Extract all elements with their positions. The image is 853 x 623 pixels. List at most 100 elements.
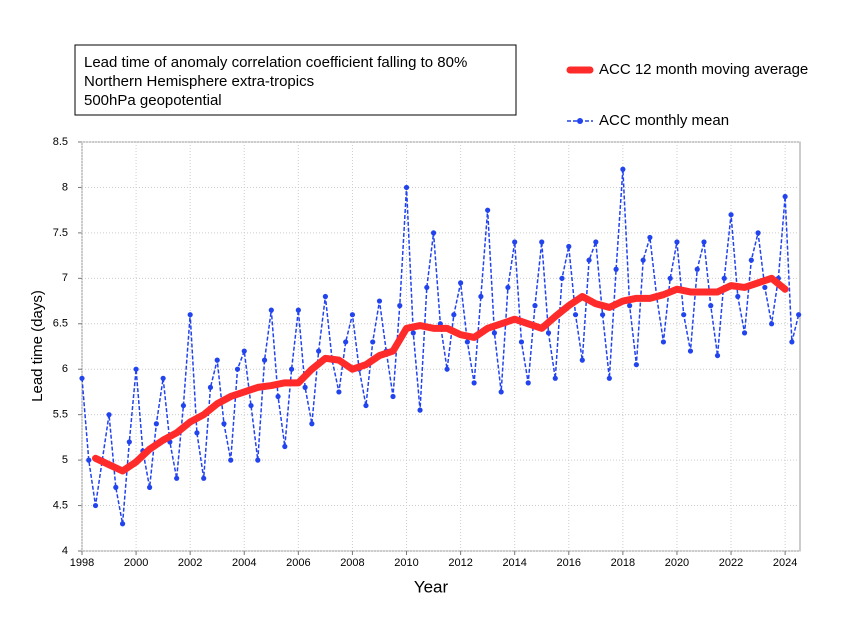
- data-point: [599, 312, 606, 318]
- y-tick-label: 6.5: [53, 318, 68, 330]
- data-point: [579, 357, 585, 363]
- data-point: [187, 312, 193, 318]
- data-point: [228, 457, 234, 463]
- x-tick-label: 2010: [394, 557, 418, 569]
- data-point: [674, 239, 680, 245]
- data-point: [322, 293, 328, 300]
- data-point: [194, 430, 200, 436]
- data-point: [288, 366, 295, 372]
- y-tick-label: 8: [62, 181, 68, 193]
- data-point: [586, 257, 592, 263]
- x-tick-label: 2012: [448, 557, 472, 569]
- data-point: [735, 293, 741, 300]
- data-point: [714, 352, 721, 359]
- data-point: [261, 357, 268, 363]
- data-point: [397, 303, 403, 309]
- data-point: [119, 521, 126, 527]
- data-point: [180, 402, 187, 409]
- legend-label: ACC monthly mean: [599, 112, 729, 129]
- data-point: [86, 457, 92, 463]
- x-tick-label: 2018: [611, 557, 635, 569]
- data-point: [214, 357, 220, 363]
- x-tick-label: 2016: [557, 557, 581, 569]
- data-point: [728, 212, 734, 218]
- data-point: [275, 393, 281, 400]
- data-point: [532, 303, 538, 309]
- x-tick-label: 2022: [719, 557, 743, 569]
- data-point: [613, 266, 619, 272]
- data-point: [559, 275, 565, 281]
- data-point: [79, 375, 85, 381]
- data-point: [545, 330, 552, 336]
- data-point: [708, 303, 714, 309]
- data-point: [336, 389, 342, 395]
- x-tick-label: 2020: [665, 557, 689, 569]
- data-point: [593, 239, 599, 245]
- data-point: [153, 421, 159, 427]
- chart-title: Northern Hemisphere extra-tropics: [84, 73, 314, 90]
- data-point: [464, 339, 470, 345]
- y-tick-label: 8.5: [53, 136, 68, 148]
- data-point: [640, 257, 646, 263]
- moving-average-line: [92, 274, 789, 475]
- data-point: [241, 348, 247, 354]
- chart-title: 500hPa geopotential: [84, 92, 222, 109]
- data-point: [309, 421, 315, 427]
- data-point: [606, 375, 612, 381]
- x-tick-label: 2002: [178, 557, 202, 569]
- legend-swatch-dot: [577, 118, 583, 124]
- data-point: [444, 366, 450, 372]
- data-point: [525, 380, 531, 386]
- data-point: [376, 298, 383, 304]
- data-point: [505, 284, 511, 291]
- data-point: [782, 193, 788, 200]
- data-point: [748, 257, 754, 263]
- x-tick-label: 1998: [70, 557, 94, 569]
- data-point: [201, 475, 207, 481]
- data-point: [491, 330, 498, 336]
- data-point: [207, 384, 214, 390]
- data-point: [471, 380, 477, 386]
- x-tick-label: 2000: [124, 557, 148, 569]
- y-tick-label: 7: [62, 272, 68, 284]
- data-point: [295, 307, 301, 313]
- data-point: [485, 207, 491, 213]
- data-point: [769, 321, 775, 327]
- data-point: [451, 312, 457, 318]
- data-point: [316, 348, 322, 354]
- data-point: [796, 312, 802, 318]
- data-point: [234, 366, 241, 372]
- data-point: [660, 339, 667, 345]
- data-point: [552, 375, 558, 381]
- x-tick-label: 2014: [502, 557, 526, 569]
- y-tick-label: 6: [62, 363, 68, 375]
- x-tick-label: 2004: [232, 557, 256, 569]
- y-tick-label: 5: [62, 454, 68, 466]
- x-tick-label: 2008: [340, 557, 364, 569]
- data-point: [302, 384, 308, 390]
- data-point: [741, 330, 748, 336]
- data-point: [248, 402, 254, 409]
- data-point: [370, 339, 376, 345]
- data-point: [126, 439, 132, 445]
- legend-label: ACC 12 month moving average: [599, 61, 808, 78]
- data-point: [498, 389, 504, 395]
- data-point: [343, 339, 349, 345]
- data-point: [512, 239, 518, 245]
- data-point: [430, 230, 437, 236]
- data-point: [106, 412, 112, 418]
- data-point: [403, 184, 410, 191]
- data-point: [147, 484, 153, 490]
- data-point: [701, 239, 707, 245]
- data-point: [681, 312, 687, 318]
- data-point: [113, 484, 119, 490]
- data-point: [755, 230, 761, 236]
- data-point: [687, 348, 694, 354]
- data-point: [417, 407, 423, 413]
- x-tick-label: 2006: [286, 557, 310, 569]
- chart-title: Lead time of anomaly correlation coeffic…: [84, 54, 467, 71]
- data-point: [627, 303, 633, 309]
- data-point: [268, 307, 274, 313]
